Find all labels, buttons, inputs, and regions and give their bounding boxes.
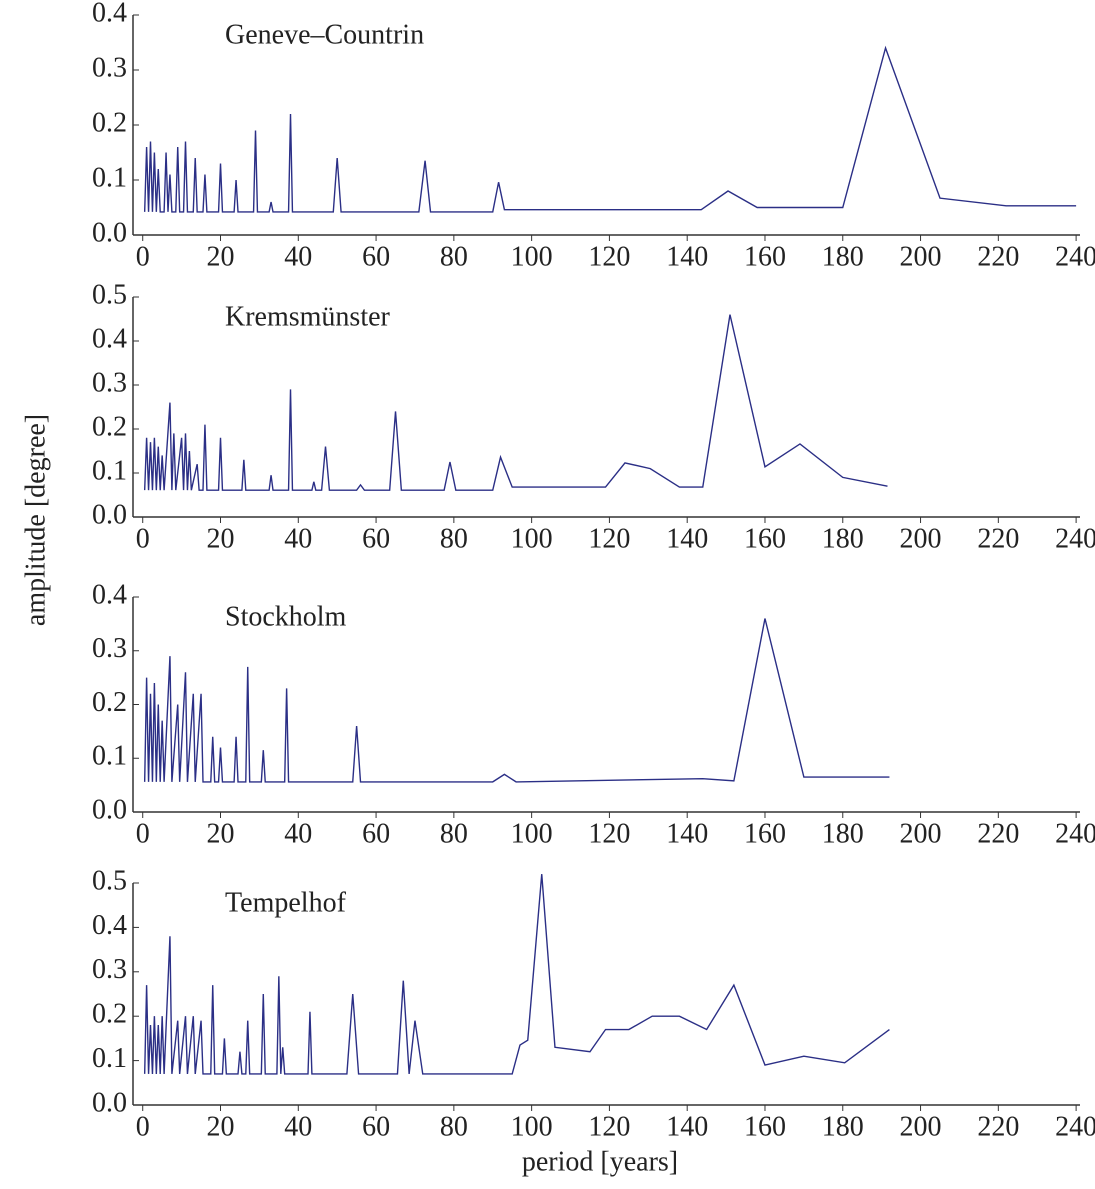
chart-title: Tempelhof bbox=[225, 887, 347, 918]
x-tick-label: 200 bbox=[900, 241, 942, 272]
y-tick-label: 0.5 bbox=[92, 279, 127, 310]
x-tick-label: 100 bbox=[511, 1111, 553, 1142]
spectrum-line bbox=[143, 618, 890, 783]
x-tick-label: 60 bbox=[362, 523, 390, 554]
y-tick-label: 0.0 bbox=[92, 217, 127, 248]
x-tick-label: 0 bbox=[136, 818, 150, 849]
y-tick-label: 0.2 bbox=[92, 411, 127, 442]
x-tick-label: 0 bbox=[136, 523, 150, 554]
x-tick-label: 220 bbox=[977, 241, 1019, 272]
x-tick-label: 40 bbox=[284, 818, 312, 849]
y-tick-label: 0.4 bbox=[92, 0, 127, 28]
x-tick-label: 240 bbox=[1055, 241, 1095, 272]
chart-title: Geneve–Countrin bbox=[225, 19, 424, 50]
x-tick-label: 220 bbox=[977, 1111, 1019, 1142]
y-tick-label: 0.5 bbox=[92, 865, 127, 896]
chart-title: Kremsmünster bbox=[225, 301, 391, 332]
x-tick-label: 160 bbox=[744, 1111, 786, 1142]
y-tick-label: 0.1 bbox=[92, 162, 127, 193]
x-tick-label: 140 bbox=[666, 241, 708, 272]
y-tick-label: 0.4 bbox=[92, 910, 127, 941]
y-tick-label: 0.1 bbox=[92, 455, 127, 486]
x-tick-label: 40 bbox=[284, 241, 312, 272]
spectrum-line bbox=[143, 314, 888, 491]
x-tick-label: 40 bbox=[284, 523, 312, 554]
x-tick-label: 20 bbox=[207, 1111, 235, 1142]
x-tick-label: 160 bbox=[744, 523, 786, 554]
y-tick-label: 0.0 bbox=[92, 1087, 127, 1118]
y-tick-label: 0.2 bbox=[92, 999, 127, 1030]
x-tick-label: 200 bbox=[900, 818, 942, 849]
x-tick-label: 200 bbox=[900, 523, 942, 554]
y-tick-label: 0.0 bbox=[92, 794, 127, 825]
y-tick-label: 0.1 bbox=[92, 1043, 127, 1074]
spectrum-line bbox=[143, 874, 890, 1075]
x-tick-label: 180 bbox=[822, 818, 864, 849]
y-tick-label: 0.1 bbox=[92, 741, 127, 772]
x-tick-label: 20 bbox=[207, 818, 235, 849]
x-tick-label: 220 bbox=[977, 523, 1019, 554]
x-tick-label: 100 bbox=[511, 241, 553, 272]
x-tick-label: 0 bbox=[136, 1111, 150, 1142]
x-tick-label: 160 bbox=[744, 241, 786, 272]
x-tick-label: 20 bbox=[207, 241, 235, 272]
x-tick-label: 0 bbox=[136, 241, 150, 272]
x-tick-label: 60 bbox=[362, 818, 390, 849]
x-axis-label: period [years] bbox=[522, 1146, 678, 1177]
y-tick-label: 0.4 bbox=[92, 579, 127, 610]
x-tick-label: 240 bbox=[1055, 818, 1095, 849]
y-tick-label: 0.4 bbox=[92, 323, 127, 354]
x-tick-label: 200 bbox=[900, 1111, 942, 1142]
x-tick-label: 180 bbox=[822, 1111, 864, 1142]
x-tick-label: 80 bbox=[440, 1111, 468, 1142]
x-tick-label: 120 bbox=[588, 523, 630, 554]
x-tick-label: 20 bbox=[207, 523, 235, 554]
x-tick-label: 240 bbox=[1055, 523, 1095, 554]
y-tick-label: 0.3 bbox=[92, 52, 127, 83]
spectrum-line bbox=[143, 45, 1077, 213]
x-tick-label: 100 bbox=[511, 818, 553, 849]
y-tick-label: 0.2 bbox=[92, 107, 127, 138]
x-tick-label: 80 bbox=[440, 523, 468, 554]
x-tick-label: 180 bbox=[822, 523, 864, 554]
x-tick-label: 60 bbox=[362, 1111, 390, 1142]
chart-title: Stockholm bbox=[225, 601, 347, 632]
x-tick-label: 180 bbox=[822, 241, 864, 272]
y-tick-label: 0.3 bbox=[92, 954, 127, 985]
x-tick-label: 140 bbox=[666, 523, 708, 554]
y-tick-label: 0.0 bbox=[92, 499, 127, 530]
x-tick-label: 120 bbox=[588, 1111, 630, 1142]
x-tick-label: 220 bbox=[977, 818, 1019, 849]
x-tick-label: 120 bbox=[588, 241, 630, 272]
x-tick-label: 80 bbox=[440, 241, 468, 272]
y-axis-label: amplitude [degree] bbox=[20, 414, 51, 626]
x-tick-label: 140 bbox=[666, 818, 708, 849]
x-tick-label: 60 bbox=[362, 241, 390, 272]
x-tick-label: 40 bbox=[284, 1111, 312, 1142]
x-tick-label: 140 bbox=[666, 1111, 708, 1142]
x-tick-label: 240 bbox=[1055, 1111, 1095, 1142]
x-tick-label: 120 bbox=[588, 818, 630, 849]
y-tick-label: 0.2 bbox=[92, 687, 127, 718]
y-tick-label: 0.3 bbox=[92, 633, 127, 664]
x-tick-label: 100 bbox=[511, 523, 553, 554]
y-tick-label: 0.3 bbox=[92, 367, 127, 398]
x-tick-label: 80 bbox=[440, 818, 468, 849]
x-tick-label: 160 bbox=[744, 818, 786, 849]
